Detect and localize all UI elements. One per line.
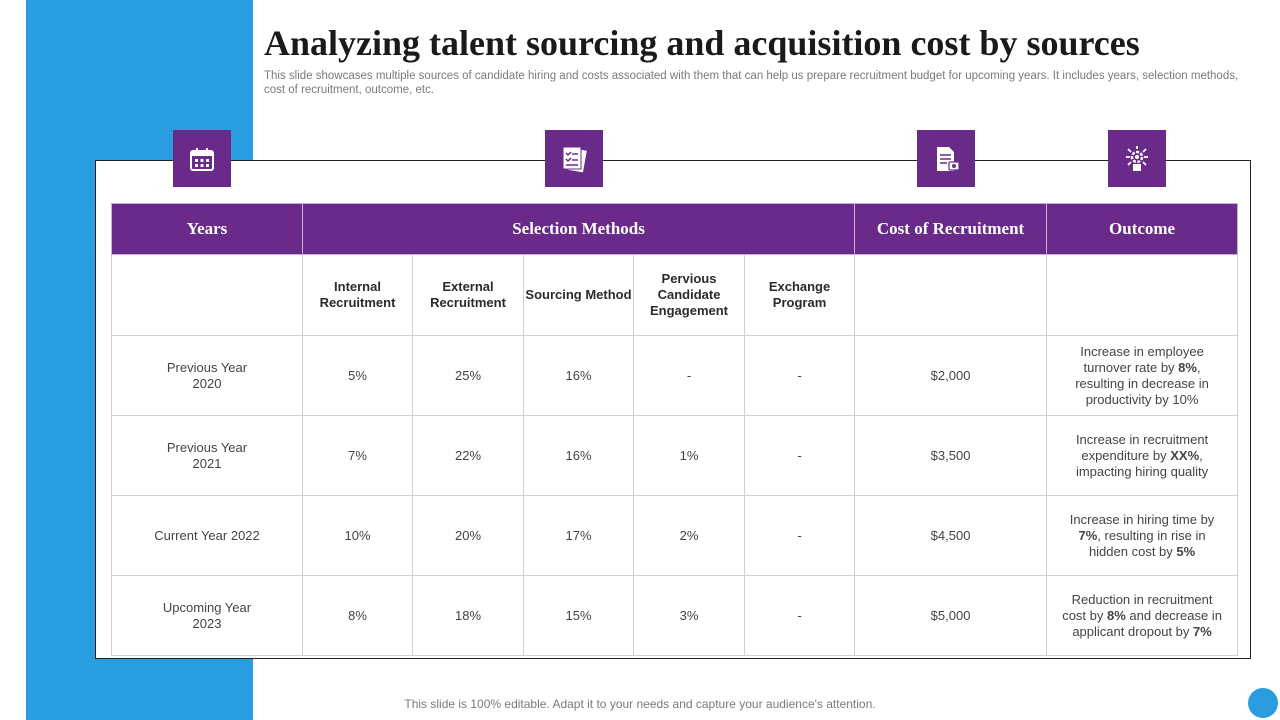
external-recruitment-cell: 25% — [412, 335, 524, 416]
previous-engagement-cell: - — [633, 335, 745, 416]
header-years: Years — [111, 203, 303, 255]
header-outcome: Outcome — [1046, 203, 1239, 255]
outcome-highlight: 8% — [1107, 607, 1126, 623]
sourcing-method-cell: 17% — [523, 495, 634, 576]
outcome-gear-icon-box — [1108, 130, 1166, 187]
calendar-icon — [190, 147, 214, 171]
header-cost-of-recruitment: Cost of Recruitment — [854, 203, 1048, 255]
outcome-text: Increase in hiring time by — [1069, 511, 1215, 527]
cost-cell: $2,000 — [854, 335, 1048, 416]
previous-engagement-cell: 1% — [633, 415, 745, 496]
exchange-program-cell: - — [743, 495, 856, 576]
sub-header-empty — [1046, 254, 1239, 336]
cost-cell: $5,000 — [854, 575, 1048, 656]
sourcing-method-cell: 16% — [523, 415, 634, 496]
sub-header-external: External Recruitment — [412, 254, 524, 336]
outcome-text: and decrease in applicant dropout by — [1072, 607, 1222, 639]
internal-recruitment-cell: 8% — [302, 575, 413, 656]
table-row: Previous Year 2021 7% 22% 16% 1% - $3,500 Incre… — [111, 415, 1239, 496]
outcome-text: Reduction in recruitment cost by — [1062, 591, 1213, 623]
table-row: Current Year 2022 10% 20% 17% 2% - $4,500 Incre… — [111, 495, 1239, 576]
cost-cell: $3,500 — [854, 415, 1048, 496]
outcome-text: Increase in employee turnover rate by — [1080, 343, 1204, 375]
table-row: Upcoming Year 2023 8% 18% 15% 3% - $5,000 Reduc… — [111, 575, 1239, 656]
sourcing-method-cell: 16% — [523, 335, 634, 416]
cost-cell: $4,500 — [854, 495, 1048, 576]
outcome-text: , resulting in decrease in productivity … — [1075, 359, 1209, 407]
internal-recruitment-cell: 5% — [302, 335, 413, 416]
external-recruitment-cell: 20% — [412, 495, 524, 576]
outcome-gear-icon — [1126, 145, 1148, 171]
internal-recruitment-cell: 10% — [302, 495, 413, 576]
header-selection-methods: Selection Methods — [301, 203, 856, 255]
year-cell: Current Year 2022 — [111, 495, 303, 576]
page-subtitle: This slide showcases multiple sources of… — [264, 70, 1239, 96]
checklist-icon-box — [545, 130, 603, 187]
sub-header-exchange: Exchange Program — [743, 254, 856, 336]
cost-document-icon — [937, 146, 960, 171]
calendar-icon-box — [173, 130, 231, 187]
sub-header-row: Internal Recruitment External Recruitmen… — [111, 254, 1239, 336]
exchange-program-cell: - — [743, 335, 856, 416]
sourcing-method-cell: 15% — [523, 575, 634, 656]
outcome-cell: Increase in employee turnover rate by 8%… — [1046, 335, 1239, 416]
previous-engagement-cell: 2% — [633, 495, 745, 576]
external-recruitment-cell: 18% — [412, 575, 524, 656]
exchange-program-cell: - — [743, 415, 856, 496]
previous-engagement-cell: 3% — [633, 575, 745, 656]
outcome-highlight: 7% — [1078, 527, 1098, 543]
outcome-text: Increase in recruitment expenditure by — [1075, 431, 1209, 463]
sub-header-empty — [854, 254, 1048, 336]
table-row: Previous Year 2020 5% 25% 16% - - $2,000 Increa… — [111, 335, 1239, 416]
outcome-highlight: 8% — [1178, 359, 1197, 375]
corner-dot — [1248, 688, 1278, 718]
outcome-cell: Increase in hiring time by 7%, resulting… — [1046, 495, 1239, 576]
outcome-cell: Reduction in recruitment cost by 8% and … — [1046, 575, 1239, 656]
internal-recruitment-cell: 7% — [302, 415, 413, 496]
year-cell: Previous Year 2021 — [111, 415, 303, 496]
outcome-highlight: 7% — [1193, 623, 1212, 639]
outcome-cell: Increase in recruitment expenditure by X… — [1046, 415, 1239, 496]
external-recruitment-cell: 22% — [412, 415, 524, 496]
year-cell: Previous Year 2020 — [111, 335, 303, 416]
exchange-program-cell: - — [743, 575, 856, 656]
page-title: Analyzing talent sourcing and acquisitio… — [264, 23, 1140, 63]
outcome-text: , impacting hiring quality — [1075, 447, 1209, 479]
sourcing-cost-table: Years Selection Methods Cost of Recruitm… — [111, 203, 1239, 656]
footer-note: This slide is 100% editable. Adapt it to… — [404, 697, 876, 711]
sub-header-empty — [111, 254, 303, 336]
cost-document-icon-box — [917, 130, 975, 187]
outcome-text: , resulting in rise in hidden cost by — [1088, 527, 1206, 559]
sub-header-sourcing: Sourcing Method — [523, 254, 634, 336]
sub-header-previous-engagement: Pervious Candidate Engagement — [633, 254, 745, 336]
outcome-highlight: 5% — [1176, 543, 1196, 559]
sub-header-internal: Internal Recruitment — [302, 254, 413, 336]
checklist-icon — [562, 146, 587, 172]
outcome-highlight: XX% — [1170, 447, 1200, 463]
year-cell: Upcoming Year 2023 — [111, 575, 303, 656]
